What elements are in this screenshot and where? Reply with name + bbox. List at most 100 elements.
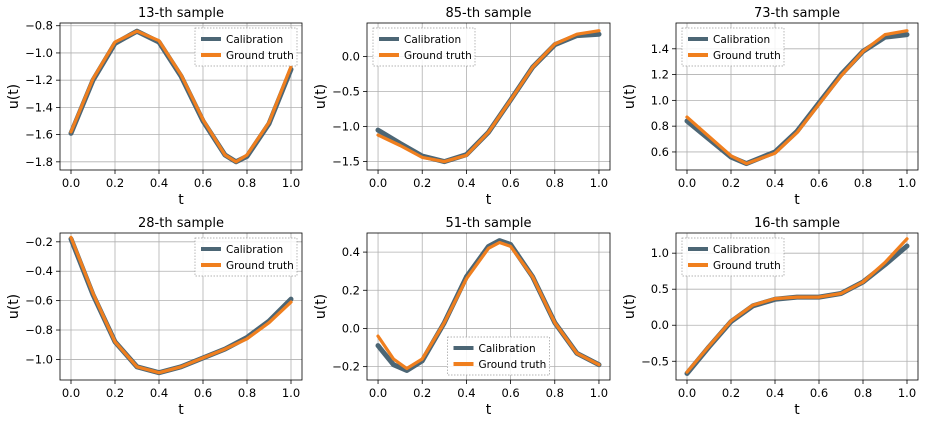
legend-label: Calibration — [479, 343, 536, 355]
x-tick-label: 0.6 — [810, 386, 828, 400]
y-tick-label: 0.8 — [651, 119, 669, 133]
legend: Calibration Ground truth — [447, 336, 550, 376]
x-tick-label: 0.8 — [238, 386, 256, 400]
legend-box — [447, 336, 550, 376]
x-tick-label: 0.0 — [678, 176, 696, 190]
x-tick-label: 0.2 — [106, 386, 124, 400]
x-tick-label: 1.0 — [282, 386, 300, 400]
series-line-ground-truth — [69, 29, 293, 164]
legend-box — [681, 27, 785, 67]
series-line-ground-truth — [376, 29, 601, 164]
y-axis-label: u(t) — [6, 294, 22, 319]
x-tick-label: 0.4 — [766, 386, 784, 400]
y-tick-label: −0.6 — [25, 294, 53, 308]
legend-label: Calibration — [713, 244, 770, 256]
y-tick-label: 1.4 — [651, 42, 669, 56]
x-tick-label: 0.4 — [766, 176, 784, 190]
x-axis-label: t — [486, 192, 492, 208]
x-tick-label: 0.8 — [854, 386, 872, 400]
axes-frame — [366, 232, 611, 381]
legend-box — [194, 237, 298, 277]
y-tick-label: 0.0 — [342, 50, 360, 64]
legend-label: Calibration — [226, 34, 283, 46]
panel-6: 0.0 0.2 0.4 0.6 0.8 1.0 −0.5 0.0 0.5 1.0 16-th sam… — [622, 216, 919, 418]
x-tick-label: 0.0 — [62, 176, 80, 190]
x-tick-label: 1.0 — [590, 386, 608, 400]
y-tick-label: 0.2 — [342, 283, 360, 297]
legend: Calibration Ground truth — [681, 27, 785, 67]
x-tick-label: 0.8 — [854, 176, 872, 190]
y-tick-label: −0.2 — [25, 235, 53, 249]
y-axis-label: u(t) — [313, 294, 329, 319]
legend-label: Ground truth — [713, 50, 781, 62]
legend: Calibration Ground truth — [194, 27, 298, 67]
axes-frame — [675, 232, 919, 381]
axes-frame — [366, 22, 611, 171]
y-axis-label: u(t) — [622, 84, 638, 109]
series-line-ground-truth — [376, 240, 601, 371]
series-line-ground-truth — [69, 235, 293, 375]
y-axis-label: u(t) — [313, 84, 329, 109]
y-tick-label: −1.6 — [25, 128, 53, 142]
y-tick-label: −1.0 — [25, 352, 53, 366]
x-tick-label: 0.8 — [546, 386, 564, 400]
y-tick-label: 0.5 — [651, 282, 669, 296]
y-axis-label: u(t) — [622, 294, 638, 319]
y-tick-label: −1.2 — [25, 73, 53, 87]
x-tick-label: 0.4 — [457, 386, 475, 400]
panel-3: 0.0 0.2 0.4 0.6 0.8 1.0 0.6 0.8 1.0 1.2 1.4 73-th s… — [622, 6, 919, 208]
y-tick-label: −0.2 — [332, 360, 360, 374]
legend-label: Ground truth — [713, 260, 781, 272]
y-tick-label: 0.4 — [342, 245, 360, 259]
panel-1: 0.0 0.2 0.4 0.6 0.8 1.0 −1.8 −1.6 −1.4 −1.2 −1.0 −0… — [6, 6, 303, 208]
legend-label: Calibration — [226, 244, 283, 256]
x-tick-label: 0.0 — [62, 386, 80, 400]
y-tick-label: −1.0 — [332, 120, 360, 134]
x-tick-label: 0.6 — [810, 176, 828, 190]
y-tick-label: −1.5 — [332, 155, 360, 169]
panel-4: 0.0 0.2 0.4 0.6 0.8 1.0 −1.0 −0.8 −0.6 −0.4 −0.2 28… — [6, 216, 303, 418]
y-tick-label: −0.8 — [25, 19, 53, 33]
x-tick-label: 0.4 — [457, 176, 475, 190]
legend: Calibration Ground truth — [372, 27, 476, 67]
x-tick-label: 0.6 — [194, 176, 212, 190]
x-tick-label: 0.4 — [150, 176, 168, 190]
y-tick-label: 0.0 — [651, 318, 669, 332]
legend-box — [681, 237, 785, 277]
x-axis-label: t — [178, 192, 184, 208]
y-tick-label: 0.0 — [342, 321, 360, 335]
x-tick-label: 0.6 — [501, 176, 519, 190]
x-tick-label: 0.2 — [722, 386, 740, 400]
y-tick-label: 1.2 — [651, 68, 669, 82]
x-tick-label: 0.0 — [678, 386, 696, 400]
x-tick-label: 1.0 — [898, 176, 916, 190]
x-tick-label: 0.0 — [369, 176, 387, 190]
x-axis-label: t — [794, 192, 800, 208]
x-axis-label: t — [486, 402, 492, 418]
x-tick-label: 1.0 — [282, 176, 300, 190]
x-tick-label: 0.0 — [369, 386, 387, 400]
chart-title: 73-th sample — [754, 6, 840, 21]
chart-title: 51-th sample — [446, 216, 532, 231]
legend: Calibration Ground truth — [194, 237, 298, 277]
y-tick-label: −1.4 — [25, 100, 53, 114]
series-line-ground-truth — [685, 29, 909, 166]
legend-box — [194, 27, 298, 67]
x-axis-label: t — [178, 402, 184, 418]
legend-label: Ground truth — [226, 50, 294, 62]
x-tick-label: 0.8 — [546, 176, 564, 190]
chart-title: 16-th sample — [754, 216, 840, 231]
chart-title: 85-th sample — [446, 6, 532, 21]
x-tick-label: 0.6 — [194, 386, 212, 400]
y-tick-label: −0.8 — [25, 323, 53, 337]
axes-frame — [59, 22, 303, 171]
y-tick-label: −1.8 — [25, 155, 53, 169]
y-tick-label: 1.0 — [651, 93, 669, 107]
x-tick-label: 0.2 — [106, 176, 124, 190]
x-tick-label: 1.0 — [590, 176, 608, 190]
legend-label: Calibration — [404, 34, 461, 46]
x-tick-label: 0.6 — [501, 386, 519, 400]
legend-label: Calibration — [713, 34, 770, 46]
x-tick-label: 0.8 — [238, 176, 256, 190]
legend: Calibration Ground truth — [681, 237, 785, 277]
